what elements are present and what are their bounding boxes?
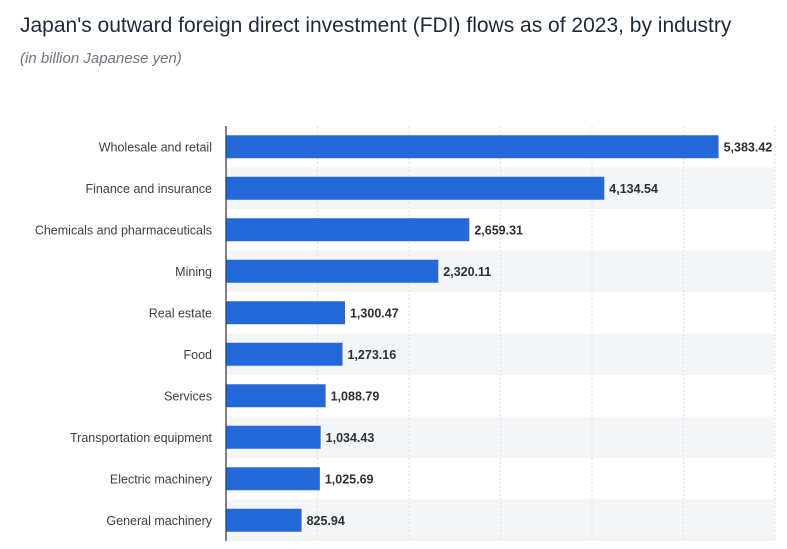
bar[interactable] <box>226 176 605 200</box>
chart-title: Japan's outward foreign direct investmen… <box>20 14 732 37</box>
category-label: Food <box>184 348 213 362</box>
category-label: Services <box>164 389 212 403</box>
category-label: Finance and insurance <box>86 182 213 196</box>
category-label: General machinery <box>106 514 212 528</box>
bar[interactable] <box>226 259 439 283</box>
category-labels: Wholesale and retail Finance and insuranc… <box>35 140 213 528</box>
value-label: 1,273.16 <box>347 348 396 362</box>
value-label: 2,659.31 <box>474 223 523 237</box>
bar[interactable] <box>226 218 470 242</box>
category-label: Chemicals and pharmaceuticals <box>35 223 212 237</box>
value-label: 5,383.42 <box>724 140 773 154</box>
bar[interactable] <box>226 301 345 325</box>
value-label: 4,134.54 <box>609 182 658 196</box>
value-label: 2,320.11 <box>443 265 491 279</box>
category-label: Wholesale and retail <box>99 140 212 154</box>
category-label: Electric machinery <box>110 472 213 486</box>
category-label: Transportation equipment <box>70 431 213 445</box>
value-label: 1,088.79 <box>331 389 380 403</box>
value-labels: 5,383.42 4,134.54 2,659.31 2,320.11 1,300.47… <box>307 140 773 528</box>
bar[interactable] <box>226 135 719 159</box>
chart-subtitle: (in billion Japanese yen) <box>20 50 182 67</box>
value-label: 1,025.69 <box>325 472 374 486</box>
value-label: 825.94 <box>307 514 345 528</box>
bar[interactable] <box>226 384 326 408</box>
category-label: Real estate <box>149 306 212 320</box>
bar[interactable] <box>226 508 302 532</box>
bars <box>226 135 719 532</box>
bar[interactable] <box>226 467 320 491</box>
bar[interactable] <box>226 342 343 366</box>
value-label: 1,300.47 <box>350 306 399 320</box>
category-label: Mining <box>175 265 212 279</box>
value-label: 1,034.43 <box>326 431 375 445</box>
bar[interactable] <box>226 425 321 449</box>
